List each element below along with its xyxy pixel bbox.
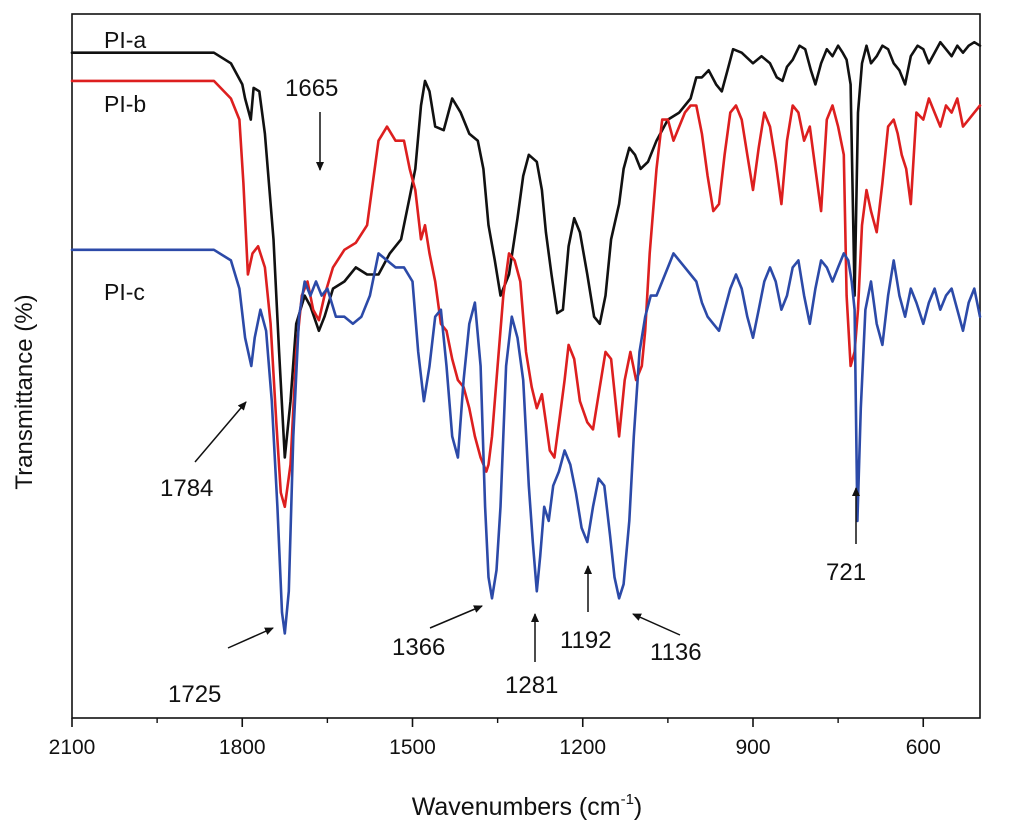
- annotation-label: 1136: [650, 639, 702, 666]
- annotation-arrow: [227, 627, 274, 649]
- series-label-pi-a: PI-a: [104, 27, 146, 53]
- series-layer: [70, 40, 982, 635]
- annotation-label: 1665: [285, 75, 338, 102]
- x-axis-title-main: Wavenumbers (cm: [412, 793, 621, 821]
- annotation-label: 1784: [160, 475, 213, 502]
- x-tick-label: 1500: [389, 736, 436, 759]
- annotation-arrow: [429, 605, 483, 629]
- x-tick-label: 1200: [559, 736, 606, 759]
- annotation-label: 1192: [560, 627, 612, 654]
- annotation-label: 1366: [392, 634, 445, 661]
- annotation-arrow: [194, 401, 247, 463]
- series-line-pi-c: [70, 248, 982, 635]
- annotation-label: 1281: [505, 672, 558, 699]
- x-axis-title: Wavenumbers (cm-1): [412, 791, 643, 821]
- x-axis-title-superscript: -1: [621, 791, 634, 808]
- x-tick-label: 2100: [49, 736, 96, 759]
- plot-frame: [71, 13, 981, 719]
- x-axis-ticks: 2100 1800 1500 1200 900 600: [49, 718, 941, 759]
- series-label-pi-c: PI-c: [104, 279, 145, 305]
- series-line-pi-b: [70, 79, 982, 509]
- annotation-label: 721: [826, 559, 866, 586]
- x-tick-label: 600: [906, 736, 941, 759]
- x-tick-label: 900: [735, 736, 770, 759]
- series-line-pi-a: [70, 40, 982, 459]
- annotation-arrow: [632, 613, 681, 636]
- series-label-pi-b: PI-b: [104, 91, 146, 117]
- annotation-label: 1725: [168, 681, 221, 708]
- x-tick-label: 1800: [219, 736, 266, 759]
- y-axis-title: Transmittance (%): [11, 294, 38, 489]
- x-axis-title-close: ): [634, 793, 642, 821]
- series-labels: PI-a PI-b PI-c: [104, 27, 146, 305]
